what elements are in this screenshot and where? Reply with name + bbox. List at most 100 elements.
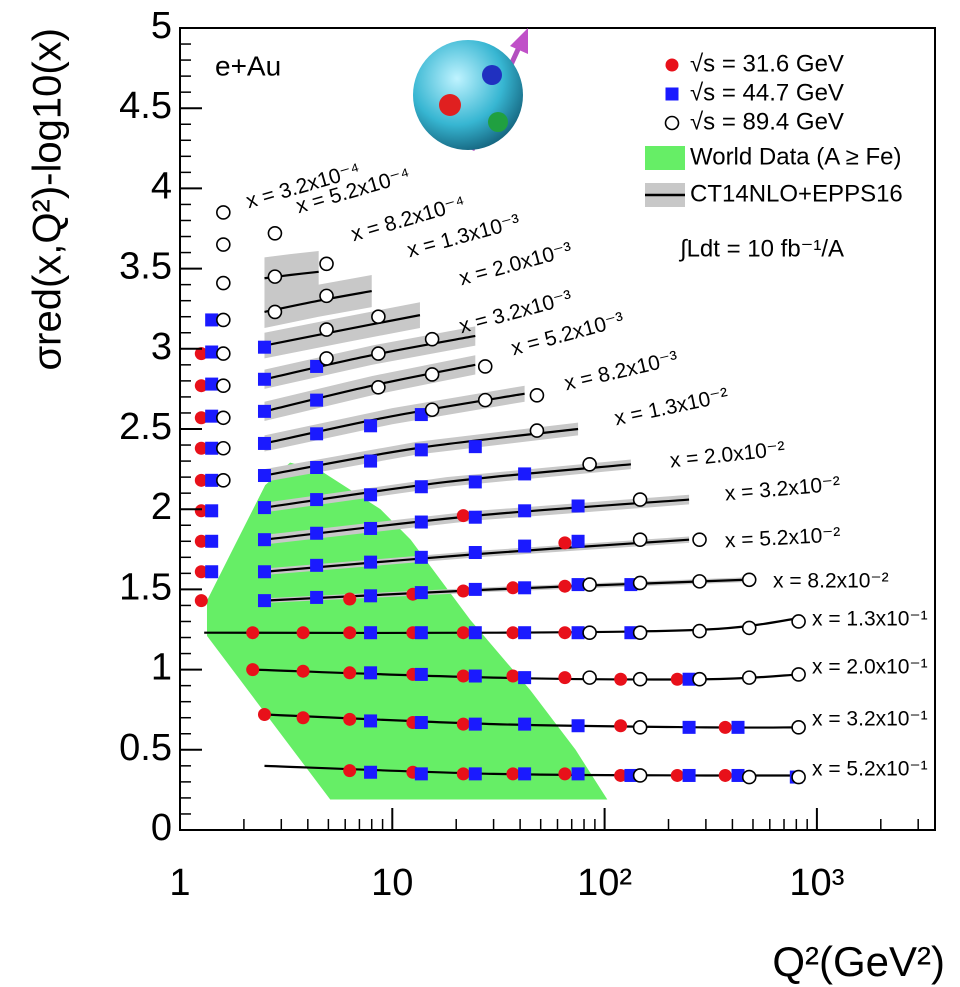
- data-point: [267, 304, 283, 320]
- data-point: [194, 565, 208, 579]
- data-point: [468, 669, 482, 683]
- curve-label: x = 5.2x10⁻²: [724, 524, 841, 553]
- data-point: [571, 767, 585, 781]
- curve-label: x = 3.2x10⁻²: [724, 473, 841, 506]
- data-point: [414, 550, 428, 564]
- legend-marker: [665, 87, 679, 101]
- data-point: [468, 626, 482, 640]
- data-point: [296, 626, 310, 640]
- curve-label: x = 2.0x10⁻³: [457, 238, 575, 290]
- data-point: [741, 572, 757, 588]
- data-point: [571, 534, 585, 548]
- data-point: [364, 666, 378, 680]
- data-point: [424, 402, 440, 418]
- data-point: [319, 322, 334, 337]
- data-point: [558, 579, 572, 593]
- data-point: [257, 565, 271, 579]
- data-point: [319, 351, 334, 366]
- data-point: [257, 501, 271, 515]
- data-point: [558, 626, 572, 640]
- data-point: [632, 720, 648, 735]
- data-point: [343, 764, 357, 778]
- curve-label: x = 5.2x10⁻¹: [812, 758, 928, 781]
- legend-text: √s = 31.6 GeV: [690, 50, 844, 77]
- data-point: [682, 672, 696, 686]
- y-tick-label: 5: [151, 5, 172, 47]
- logo-quark: [439, 94, 461, 116]
- data-point: [571, 719, 585, 733]
- y-tick-label: 2: [151, 486, 172, 528]
- logo-globe: [413, 40, 523, 150]
- curve-label: x = 1.3x10⁻²: [612, 384, 730, 431]
- curve-label: x = 8.2x10⁻²: [773, 570, 889, 593]
- data-point: [558, 536, 572, 550]
- curve-label: x = 2.0x10⁻²: [669, 438, 786, 473]
- data-point: [194, 411, 208, 425]
- data-point: [424, 367, 440, 382]
- data-point: [371, 309, 386, 325]
- data-point: [257, 594, 271, 608]
- data-point: [364, 626, 378, 640]
- y-tick-label: 1: [151, 647, 172, 689]
- data-point: [582, 670, 597, 685]
- data-point: [456, 584, 470, 598]
- data-point: [477, 392, 493, 408]
- data-point: [529, 423, 545, 438]
- data-point: [257, 533, 271, 547]
- data-point: [216, 237, 231, 252]
- data-point: [791, 667, 806, 682]
- data-point: [257, 372, 271, 386]
- data-point: [731, 720, 745, 734]
- data-point: [456, 767, 470, 781]
- legend-marker: [665, 58, 679, 72]
- data-point: [216, 378, 231, 393]
- data-point: [571, 499, 585, 513]
- data-point: [614, 719, 628, 733]
- legend-marker: [664, 115, 680, 131]
- data-point: [319, 288, 334, 304]
- logo-arrowhead: [510, 28, 528, 54]
- data-point: [614, 768, 628, 782]
- data-point: [310, 393, 324, 407]
- x-axis-title: Q²(GeV²): [772, 938, 945, 985]
- legend-swatch: [645, 146, 685, 170]
- curve-label: x = 1.3x10⁻¹: [812, 608, 928, 631]
- data-point: [310, 526, 324, 540]
- data-point: [741, 620, 757, 636]
- data-point: [364, 454, 378, 468]
- data-point: [456, 626, 470, 640]
- data-point: [468, 546, 482, 560]
- data-point: [257, 404, 271, 418]
- data-point: [424, 331, 440, 347]
- data-point: [343, 712, 357, 726]
- data-point: [614, 672, 628, 686]
- data-point: [310, 493, 324, 507]
- y-tick-label: 3.5: [119, 246, 172, 288]
- y-tick-label: 4: [151, 165, 172, 207]
- data-point: [468, 582, 482, 596]
- curve-label: x = 2.0x10⁻¹: [812, 656, 928, 679]
- legend-text: √s = 89.4 GeV: [690, 108, 844, 135]
- data-point: [571, 626, 585, 640]
- y-tick-label: 4.5: [119, 85, 172, 127]
- data-point: [364, 589, 378, 603]
- data-point: [257, 469, 271, 483]
- y-tick-label: 0: [151, 807, 172, 849]
- data-point: [216, 312, 231, 328]
- data-point: [632, 575, 648, 591]
- x-tick-label: 10²: [577, 862, 632, 904]
- data-point: [364, 521, 378, 535]
- data-point: [791, 720, 806, 735]
- curve-label: x = 8.2x10⁻³: [562, 347, 680, 395]
- data-point: [194, 594, 208, 608]
- data-point: [414, 667, 428, 681]
- data-point: [194, 473, 208, 487]
- y-axis-title: σred(x,Q²)-log10(x): [26, 28, 70, 371]
- data-point: [205, 345, 219, 359]
- data-point: [364, 488, 378, 502]
- data-point: [518, 717, 532, 731]
- data-point: [456, 509, 470, 523]
- data-point: [205, 313, 219, 327]
- data-point: [343, 666, 357, 680]
